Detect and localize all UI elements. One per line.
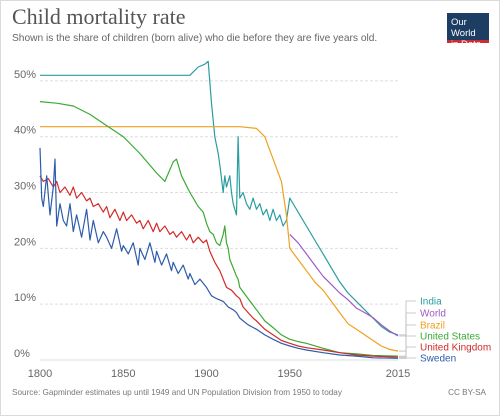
- series-line-india[interactable]: [40, 60, 399, 336]
- x-axis-ticks: 1800 1850 1900 1950 2015: [28, 368, 410, 380]
- legend-connector: [399, 346, 416, 358]
- y-tick-label: 20%: [14, 236, 36, 248]
- x-tick-label: 1800: [28, 368, 52, 380]
- x-tick-label: 1950: [278, 368, 302, 380]
- series-line-world[interactable]: [289, 233, 399, 337]
- chart-title: Child mortality rate: [12, 4, 186, 29]
- y-tick-label: 50%: [14, 69, 36, 81]
- legend-label-united-kingdom[interactable]: United Kingdom: [420, 343, 491, 354]
- legend-label-united-states[interactable]: United States: [420, 332, 480, 343]
- x-tick-label: 1900: [194, 368, 218, 380]
- series-line-united-kingdom[interactable]: [39, 175, 399, 358]
- series-line-brazil[interactable]: [40, 126, 399, 352]
- legend-label-sweden[interactable]: Sweden: [420, 354, 456, 365]
- y-tick-label: 0%: [14, 348, 30, 360]
- legend-connector: [399, 300, 416, 336]
- legend-connector: [399, 312, 416, 337]
- logo-line-1: Our World: [451, 17, 476, 39]
- owid-logo[interactable]: Our World in Data: [447, 13, 489, 50]
- grid-lines: [40, 80, 398, 361]
- legend-label-world[interactable]: World: [420, 309, 446, 320]
- x-tick-label: 1850: [111, 368, 135, 380]
- legend-label-brazil[interactable]: Brazil: [420, 321, 445, 332]
- series-line-sweden[interactable]: [39, 147, 399, 359]
- chart-subtitle: Shown is the share of children (born ali…: [12, 33, 378, 44]
- logo-line-2: in Data: [451, 39, 482, 50]
- license-link[interactable]: CC BY-SA: [448, 388, 486, 397]
- legend-connector: [399, 335, 416, 357]
- y-tick-label: 10%: [14, 292, 36, 304]
- series-line-united-states[interactable]: [39, 101, 399, 357]
- legend-label-india[interactable]: India: [420, 297, 442, 308]
- y-tick-label: 30%: [14, 181, 36, 193]
- x-tick-label: 2015: [386, 368, 410, 380]
- source-note: Source: Gapminder estimates up until 194…: [12, 388, 342, 397]
- series-lines: [39, 60, 399, 359]
- y-tick-label: 40%: [14, 125, 36, 137]
- y-axis-ticks: 0% 10% 20% 30% 40% 50%: [14, 69, 36, 360]
